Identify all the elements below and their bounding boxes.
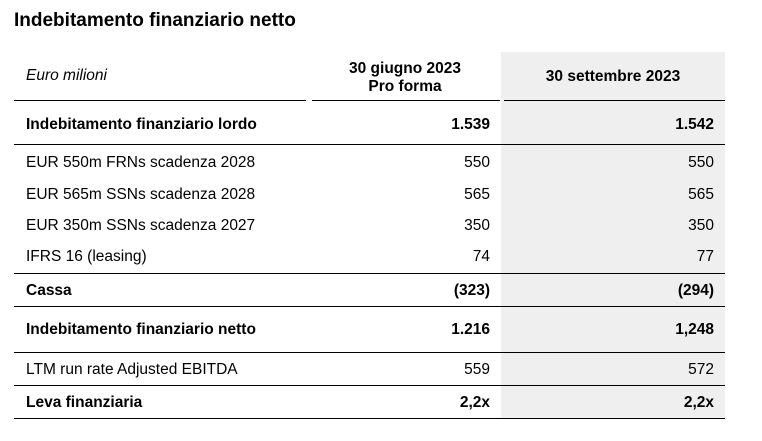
row-value-june: 550 [464, 154, 490, 171]
column-header-september-2023: 30 settembre 2023 [545, 68, 681, 85]
column-header-june-line1: 30 giugno 2023 [349, 60, 461, 77]
row-value-june: 2,2x [459, 394, 490, 411]
row-value-september: (294) [677, 282, 714, 299]
row-label: LTM run rate Adjusted EBITDA [26, 361, 238, 378]
unit-label: Euro milioni [26, 67, 107, 84]
row-value-june: (323) [453, 282, 490, 299]
row-label: Indebitamento finanziario lordo [26, 116, 257, 133]
row-value-june: 74 [472, 248, 490, 265]
row-value-september: 1.542 [675, 116, 714, 133]
column-header-june-2023: 30 giugno 2023 Pro forma [330, 60, 480, 96]
header-rule-label [14, 100, 306, 101]
highlighted-column-background [501, 52, 725, 419]
row-label: EUR 350m SSNs scadenza 2027 [26, 217, 256, 234]
row-rule [14, 418, 725, 419]
row-value-september: 572 [688, 361, 714, 378]
row-label: EUR 550m FRNs scadenza 2028 [26, 154, 256, 171]
column-header-june-line2: Pro forma [368, 78, 442, 95]
row-value-september: 77 [696, 248, 714, 265]
row-rule [14, 306, 725, 307]
row-value-june: 565 [464, 186, 490, 203]
row-label: Indebitamento finanziario netto [26, 321, 256, 338]
row-value-june: 1.539 [451, 116, 490, 133]
row-value-september: 2,2x [683, 394, 714, 411]
row-value-september: 1,248 [675, 321, 714, 338]
row-value-september: 550 [688, 154, 714, 171]
row-rule [14, 352, 725, 353]
row-label: IFRS 16 (leasing) [26, 248, 147, 265]
row-value-june: 350 [464, 217, 490, 234]
row-value-june: 559 [464, 361, 490, 378]
row-label: Leva finanziaria [26, 394, 143, 411]
row-label: Cassa [26, 282, 72, 299]
row-rule [14, 385, 725, 386]
row-value-september: 350 [688, 217, 714, 234]
row-rule [14, 273, 725, 274]
table-title: Indebitamento finanziario netto [14, 10, 296, 31]
row-value-june: 1.216 [451, 321, 490, 338]
row-label: EUR 565m SSNs scadenza 2028 [26, 186, 256, 203]
row-rule [14, 144, 725, 145]
row-value-september: 565 [688, 186, 714, 203]
header-rule-col2 [504, 100, 725, 101]
header-rule-col1 [312, 100, 500, 101]
